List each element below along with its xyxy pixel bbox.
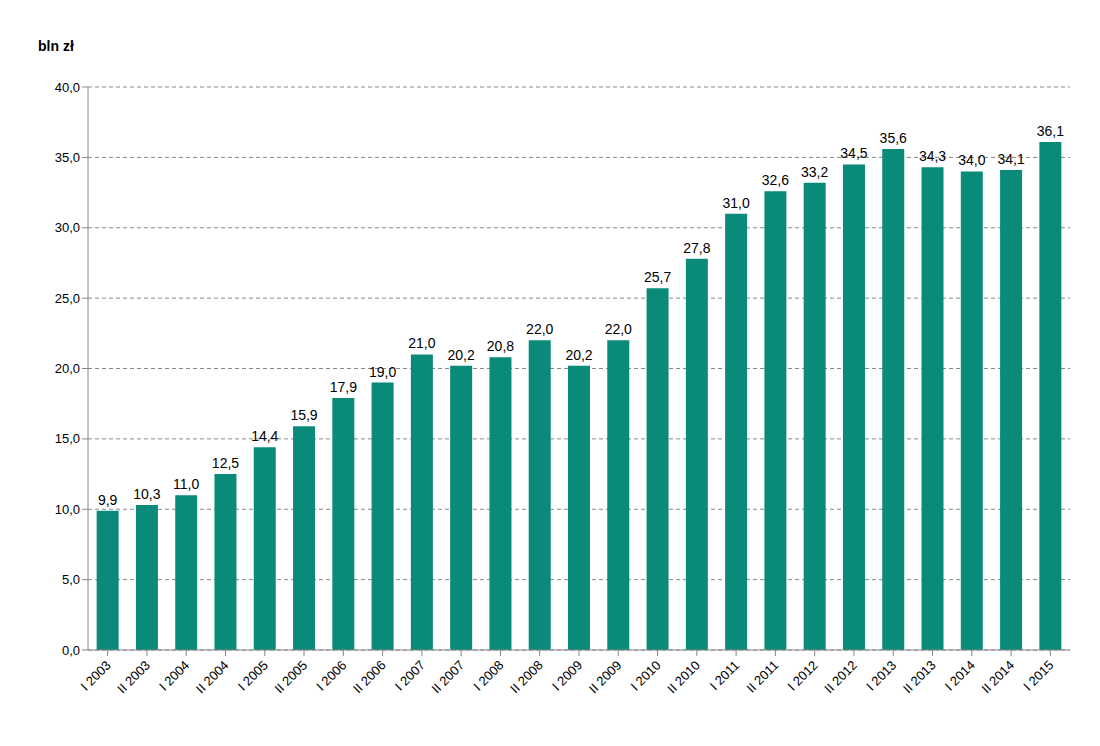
svg-text:I 2006: I 2006 xyxy=(313,658,349,694)
svg-text:15,9: 15,9 xyxy=(290,407,317,423)
svg-text:I 2007: I 2007 xyxy=(392,658,428,694)
svg-text:35,6: 35,6 xyxy=(880,130,907,146)
svg-text:II 2004: II 2004 xyxy=(193,658,232,697)
svg-text:5,0: 5,0 xyxy=(62,572,80,587)
svg-text:II 2003: II 2003 xyxy=(114,658,153,697)
svg-text:34,1: 34,1 xyxy=(997,151,1024,167)
svg-text:II 2006: II 2006 xyxy=(350,658,389,697)
svg-text:31,0: 31,0 xyxy=(722,195,749,211)
svg-text:10,3: 10,3 xyxy=(133,486,160,502)
svg-text:14,4: 14,4 xyxy=(251,428,278,444)
svg-text:12,5: 12,5 xyxy=(212,455,239,471)
svg-text:0,0: 0,0 xyxy=(62,643,80,658)
svg-text:II 2011: II 2011 xyxy=(743,658,781,696)
svg-text:II 2008: II 2008 xyxy=(507,658,546,697)
svg-text:40,0: 40,0 xyxy=(55,80,80,95)
svg-text:20,2: 20,2 xyxy=(565,347,592,363)
svg-text:19,0: 19,0 xyxy=(369,364,396,380)
svg-text:9,9: 9,9 xyxy=(98,492,118,508)
svg-text:17,9: 17,9 xyxy=(330,379,357,395)
svg-text:II 2007: II 2007 xyxy=(429,658,468,697)
svg-text:36,1: 36,1 xyxy=(1037,123,1064,139)
svg-text:I 2013: I 2013 xyxy=(863,658,899,694)
svg-text:32,6: 32,6 xyxy=(762,172,789,188)
svg-text:20,8: 20,8 xyxy=(487,338,514,354)
svg-text:I 2014: I 2014 xyxy=(942,658,978,694)
svg-text:I 2015: I 2015 xyxy=(1020,658,1056,694)
svg-text:I 2010: I 2010 xyxy=(628,658,664,694)
svg-text:35,0: 35,0 xyxy=(55,150,80,165)
svg-text:I 2005: I 2005 xyxy=(235,658,271,694)
svg-text:34,3: 34,3 xyxy=(919,148,946,164)
svg-text:27,8: 27,8 xyxy=(683,240,710,256)
svg-text:22,0: 22,0 xyxy=(526,321,553,337)
svg-text:I 2011: I 2011 xyxy=(707,658,742,693)
svg-text:I 2008: I 2008 xyxy=(470,658,506,694)
svg-text:I 2009: I 2009 xyxy=(549,658,585,694)
svg-text:11,0: 11,0 xyxy=(173,476,199,492)
svg-text:II 2012: II 2012 xyxy=(821,658,860,697)
svg-text:10,0: 10,0 xyxy=(55,502,80,517)
svg-text:33,2: 33,2 xyxy=(801,164,828,180)
svg-text:I 2012: I 2012 xyxy=(785,658,821,694)
svg-text:25,7: 25,7 xyxy=(644,269,671,285)
svg-text:20,0: 20,0 xyxy=(55,361,80,376)
svg-text:20,2: 20,2 xyxy=(448,347,475,363)
svg-text:II 2013: II 2013 xyxy=(900,658,939,697)
svg-text:30,0: 30,0 xyxy=(55,220,80,235)
svg-text:II 2014: II 2014 xyxy=(978,658,1017,697)
svg-text:34,5: 34,5 xyxy=(840,145,867,161)
svg-text:15,0: 15,0 xyxy=(55,431,80,446)
svg-text:I 2003: I 2003 xyxy=(78,658,114,694)
svg-text:34,0: 34,0 xyxy=(958,152,985,168)
svg-text:I 2004: I 2004 xyxy=(156,658,192,694)
svg-text:II 2009: II 2009 xyxy=(586,658,625,697)
svg-text:II 2010: II 2010 xyxy=(664,658,703,697)
svg-text:22,0: 22,0 xyxy=(605,321,632,337)
svg-text:25,0: 25,0 xyxy=(55,291,80,306)
svg-text:21,0: 21,0 xyxy=(408,335,435,351)
html-text:bln zł: bln zł xyxy=(38,38,74,54)
svg-text:II 2005: II 2005 xyxy=(271,658,310,697)
